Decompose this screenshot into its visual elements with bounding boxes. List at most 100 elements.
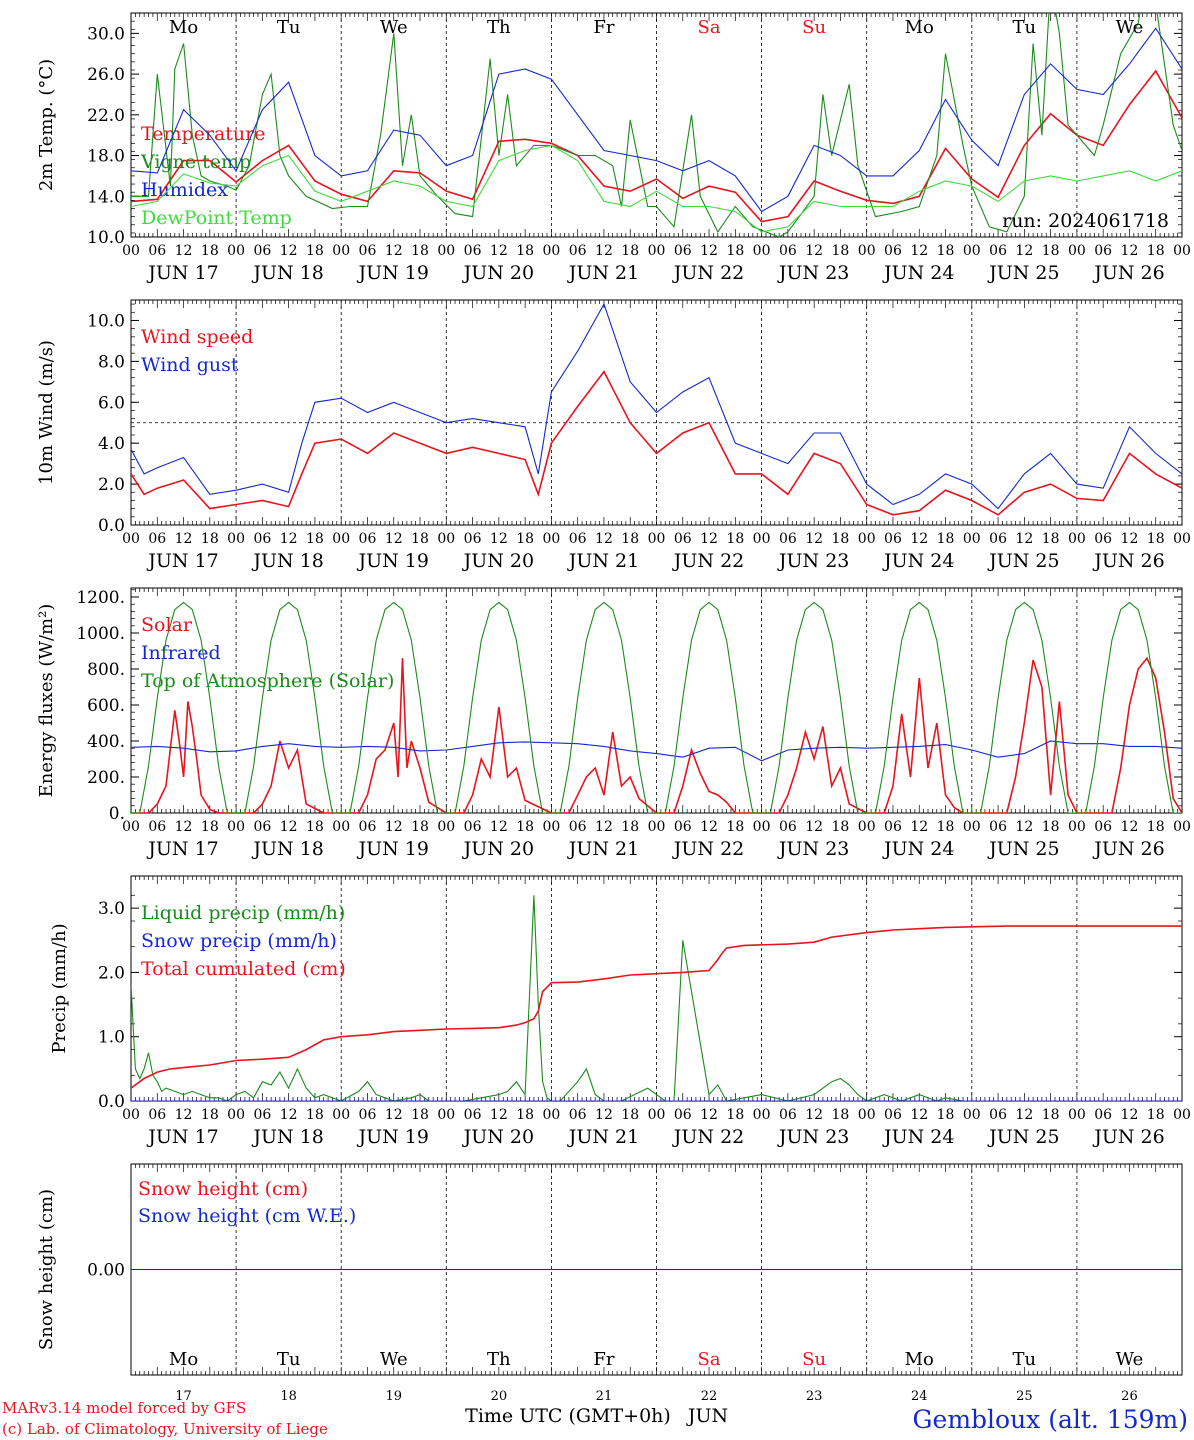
hour-tick-label: 06 [359, 1107, 377, 1123]
hour-tick-label: 18 [411, 819, 429, 835]
hour-tick-label: 12 [1015, 243, 1033, 259]
hour-tick-label: 00 [1173, 1107, 1191, 1123]
hour-tick-label: 06 [779, 531, 797, 547]
hour-tick-label: 12 [910, 531, 928, 547]
hour-tick-label: 06 [253, 1107, 271, 1123]
panel-1: 10.0 14.0 18.0 22.0 26.0 30.0 2m Temp. (°C) Tem… [36, 12, 1191, 284]
panel-4: 0.0 1.0 2.0 3.0 Precip (mm/h) Liquid precip (… [49, 875, 1191, 1148]
hour-tick-label: 12 [910, 819, 928, 835]
hour-tick-label: 12 [490, 243, 508, 259]
panel-2: 0.0 2.0 4.0 6.0 8.0 10.0 10m Wind (m/s) Wind sp… [36, 299, 1191, 572]
hour-tick-label: 18 [306, 243, 324, 259]
weekday-label: Su [802, 1349, 826, 1370]
y-axis-label: Precip (mm/h) [49, 923, 70, 1053]
hour-tick-label: 00 [542, 819, 560, 835]
date-label: JUN 26 [1092, 262, 1164, 284]
hour-tick-label: 00 [542, 531, 560, 547]
x-axis-title: Time UTC (GMT+0h) [465, 1405, 671, 1427]
hour-tick-label: 00 [963, 819, 981, 835]
hour-tick-label: 00 [332, 819, 350, 835]
hour-tick-label: 12 [595, 531, 613, 547]
hour-tick-label: 12 [385, 819, 403, 835]
hour-tick-label: 18 [411, 1107, 429, 1123]
hour-tick-label: 06 [779, 819, 797, 835]
day-number-label: 23 [806, 1389, 823, 1404]
hour-tick-label: 00 [648, 819, 666, 835]
hour-tick-label: 12 [280, 819, 298, 835]
hour-tick-label: 00 [858, 1107, 876, 1123]
weekday-label: Th [487, 1349, 511, 1370]
hour-tick-label: 12 [805, 1107, 823, 1123]
hour-tick-label: 06 [884, 819, 902, 835]
hour-tick-label: 00 [122, 1107, 140, 1123]
hour-tick-label: 06 [884, 1107, 902, 1123]
hour-tick-label: 12 [175, 531, 193, 547]
date-label: JUN 23 [777, 262, 849, 284]
day-number-label: 24 [911, 1389, 928, 1404]
hour-tick-label: 12 [385, 531, 403, 547]
hour-tick-label: 00 [1068, 819, 1086, 835]
hour-tick-label: 06 [569, 531, 587, 547]
hour-tick-label: 12 [805, 243, 823, 259]
legend-entry: Vigne temp [140, 151, 251, 173]
hour-tick-label: 18 [937, 819, 955, 835]
hour-tick-label: 00 [1068, 1107, 1086, 1123]
hour-tick-label: 18 [937, 1107, 955, 1123]
hour-tick-label: 12 [490, 819, 508, 835]
day-number-label: 18 [280, 1389, 297, 1404]
date-label: JUN 19 [357, 1126, 429, 1148]
series-line-humidex [131, 27, 1182, 213]
panel-3: 0. 200. 400. 600. 800. 1000. 1200. Energy fluxe… [36, 587, 1191, 860]
hour-tick-label: 18 [201, 243, 219, 259]
hour-tick-label: 00 [122, 819, 140, 835]
hour-tick-label: 12 [1121, 531, 1139, 547]
hour-tick-label: 18 [1042, 531, 1060, 547]
hour-tick-label: 06 [569, 1107, 587, 1123]
hour-tick-label: 00 [1173, 243, 1191, 259]
hour-tick-label: 18 [937, 531, 955, 547]
hour-tick-label: 00 [437, 531, 455, 547]
y-tick-label: 200. [87, 768, 125, 788]
legend-entry: Humidex [141, 179, 228, 201]
weekday-label: Tu [1013, 17, 1037, 38]
legend-entry: Temperature [141, 123, 265, 145]
date-label: JUN 20 [462, 838, 534, 860]
legend-entry: Snow height (cm) [138, 1178, 308, 1200]
hour-tick-label: 06 [464, 243, 482, 259]
hour-tick-label: 12 [1015, 531, 1033, 547]
weekday-label: Su [802, 17, 826, 38]
y-axis-label: Energy fluxes (W/m²) [36, 604, 57, 798]
y-tick-label: 2.0 [98, 963, 125, 983]
hour-tick-label: 00 [753, 819, 771, 835]
legend-entry: Wind gust [141, 354, 239, 376]
date-label: JUN 18 [251, 550, 323, 572]
hour-tick-label: 06 [989, 1107, 1007, 1123]
date-label: JUN 21 [567, 838, 639, 860]
hour-tick-label: 06 [1094, 243, 1112, 259]
hour-tick-label: 00 [437, 1107, 455, 1123]
plot-frame [130, 587, 1183, 814]
series-line-liquid-precip-mm-h- [131, 895, 1182, 1101]
hour-tick-label: 12 [1121, 1107, 1139, 1123]
hour-tick-label: 12 [805, 531, 823, 547]
day-number-label: 21 [596, 1389, 613, 1404]
hour-tick-label: 00 [753, 243, 771, 259]
hour-tick-label: 00 [1173, 819, 1191, 835]
hour-tick-label: 06 [464, 531, 482, 547]
hour-tick-label: 00 [542, 243, 560, 259]
date-label: JUN 22 [672, 1126, 744, 1148]
y-tick-label: 0.00 [87, 1261, 125, 1281]
hour-tick-label: 06 [253, 243, 271, 259]
hour-tick-label: 18 [516, 819, 534, 835]
y-tick-label: 1000. [76, 624, 125, 644]
hour-tick-label: 00 [122, 243, 140, 259]
date-label: JUN 26 [1092, 838, 1164, 860]
hour-tick-label: 00 [437, 243, 455, 259]
weekday-label: We [1116, 17, 1144, 38]
y-tick-label: 10.0 [87, 228, 125, 248]
hour-tick-label: 12 [595, 243, 613, 259]
day-number-label: 26 [1121, 1389, 1138, 1404]
y-tick-label: 6.0 [98, 393, 125, 413]
hour-tick-label: 00 [122, 531, 140, 547]
hour-tick-label: 18 [1147, 531, 1165, 547]
